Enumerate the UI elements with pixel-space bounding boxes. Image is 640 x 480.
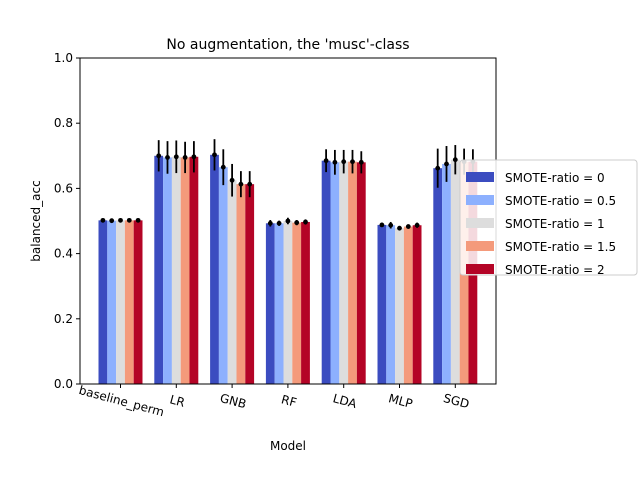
mean-point — [350, 159, 355, 165]
bar — [274, 223, 284, 384]
x-tick-label: LDA — [331, 391, 358, 411]
legend-entry: SMOTE-ratio = 0.5 — [505, 194, 616, 208]
mean-point — [341, 159, 347, 165]
mean-point — [332, 159, 338, 165]
bar — [171, 156, 181, 384]
y-tick-label: 0.2 — [54, 312, 73, 326]
legend-entry: SMOTE-ratio = 1 — [505, 217, 605, 231]
bar — [227, 180, 237, 384]
mean-point — [285, 218, 291, 224]
x-tick-label: GNB — [219, 391, 248, 411]
bar — [265, 223, 275, 384]
bar — [124, 220, 134, 384]
bar — [98, 220, 108, 384]
x-tick-label: MLP — [387, 391, 414, 411]
mean-point — [444, 161, 449, 167]
bar — [330, 162, 340, 384]
mean-point — [156, 153, 162, 159]
mean-point — [247, 181, 253, 187]
mean-point — [388, 222, 394, 228]
bar — [292, 222, 302, 384]
x-axis-label: Model — [270, 439, 306, 453]
mean-point — [414, 222, 420, 228]
mean-point — [173, 154, 179, 160]
legend-swatch — [466, 241, 494, 251]
bar — [395, 228, 404, 384]
legend-box — [459, 159, 638, 276]
bar — [403, 226, 413, 384]
mean-point — [126, 217, 132, 223]
bar — [210, 154, 219, 384]
mean-point — [212, 152, 217, 158]
mean-point — [379, 222, 385, 228]
bar — [163, 157, 172, 384]
chart-title: No augmentation, the 'musc'-class — [166, 37, 409, 53]
y-tick-label: 0.8 — [54, 116, 73, 130]
y-tick-label: 0.4 — [54, 247, 73, 261]
mean-point — [358, 159, 364, 165]
mean-point — [303, 219, 308, 225]
mean-point — [276, 220, 282, 226]
mean-point — [182, 155, 188, 160]
bar — [321, 160, 331, 384]
mean-point — [135, 217, 141, 223]
mean-point — [294, 220, 300, 226]
legend-swatch — [466, 218, 494, 228]
bar — [301, 221, 310, 384]
legend-swatch — [466, 195, 494, 205]
bar — [356, 162, 366, 384]
bar — [218, 167, 228, 384]
y-tick-label: 0.6 — [54, 181, 73, 195]
bar — [377, 224, 387, 384]
bar — [283, 221, 293, 384]
x-tick-label: LR — [168, 392, 186, 409]
bar — [133, 220, 143, 384]
bar — [236, 184, 246, 384]
y-tick-label: 1.0 — [54, 51, 73, 65]
bar — [180, 157, 190, 384]
mean-point — [165, 155, 170, 160]
mean-point — [267, 220, 273, 226]
y-axis-label: balanced_acc — [29, 180, 43, 261]
mean-point — [405, 224, 411, 229]
mean-point — [397, 225, 402, 231]
mean-point — [323, 158, 329, 164]
bar — [348, 161, 357, 384]
mean-point — [191, 154, 197, 160]
mean-point — [238, 181, 244, 187]
plot-area — [98, 139, 478, 384]
legend-swatch — [466, 172, 494, 182]
mean-point — [109, 218, 115, 224]
legend-swatch — [466, 264, 494, 274]
bar — [412, 225, 422, 384]
mean-point — [220, 164, 226, 170]
y-tick-label: 0.0 — [54, 377, 73, 391]
bar — [433, 168, 443, 384]
legend-entry: SMOTE-ratio = 0 — [505, 171, 605, 185]
bar — [450, 159, 460, 384]
legend-entry: SMOTE-ratio = 2 — [505, 263, 605, 277]
x-tick-label: SGD — [442, 391, 471, 411]
bar — [154, 155, 164, 384]
mean-point — [100, 217, 106, 223]
bar — [386, 225, 396, 384]
mean-point — [435, 165, 441, 171]
bar — [189, 156, 199, 384]
bar — [107, 220, 117, 384]
mean-point — [118, 217, 123, 223]
bar — [339, 161, 349, 384]
x-tick-label: RF — [280, 392, 298, 409]
bar — [245, 184, 255, 384]
x-tick-label: baseline_perm — [77, 383, 165, 419]
legend-entry: SMOTE-ratio = 1.5 — [505, 240, 616, 254]
bar — [116, 220, 125, 384]
legend: SMOTE-ratio = 0 SMOTE-ratio = 0.5 SMOTE-ra… — [459, 159, 638, 277]
mean-point — [452, 157, 458, 163]
bar — [442, 163, 451, 384]
mean-point — [229, 177, 235, 183]
